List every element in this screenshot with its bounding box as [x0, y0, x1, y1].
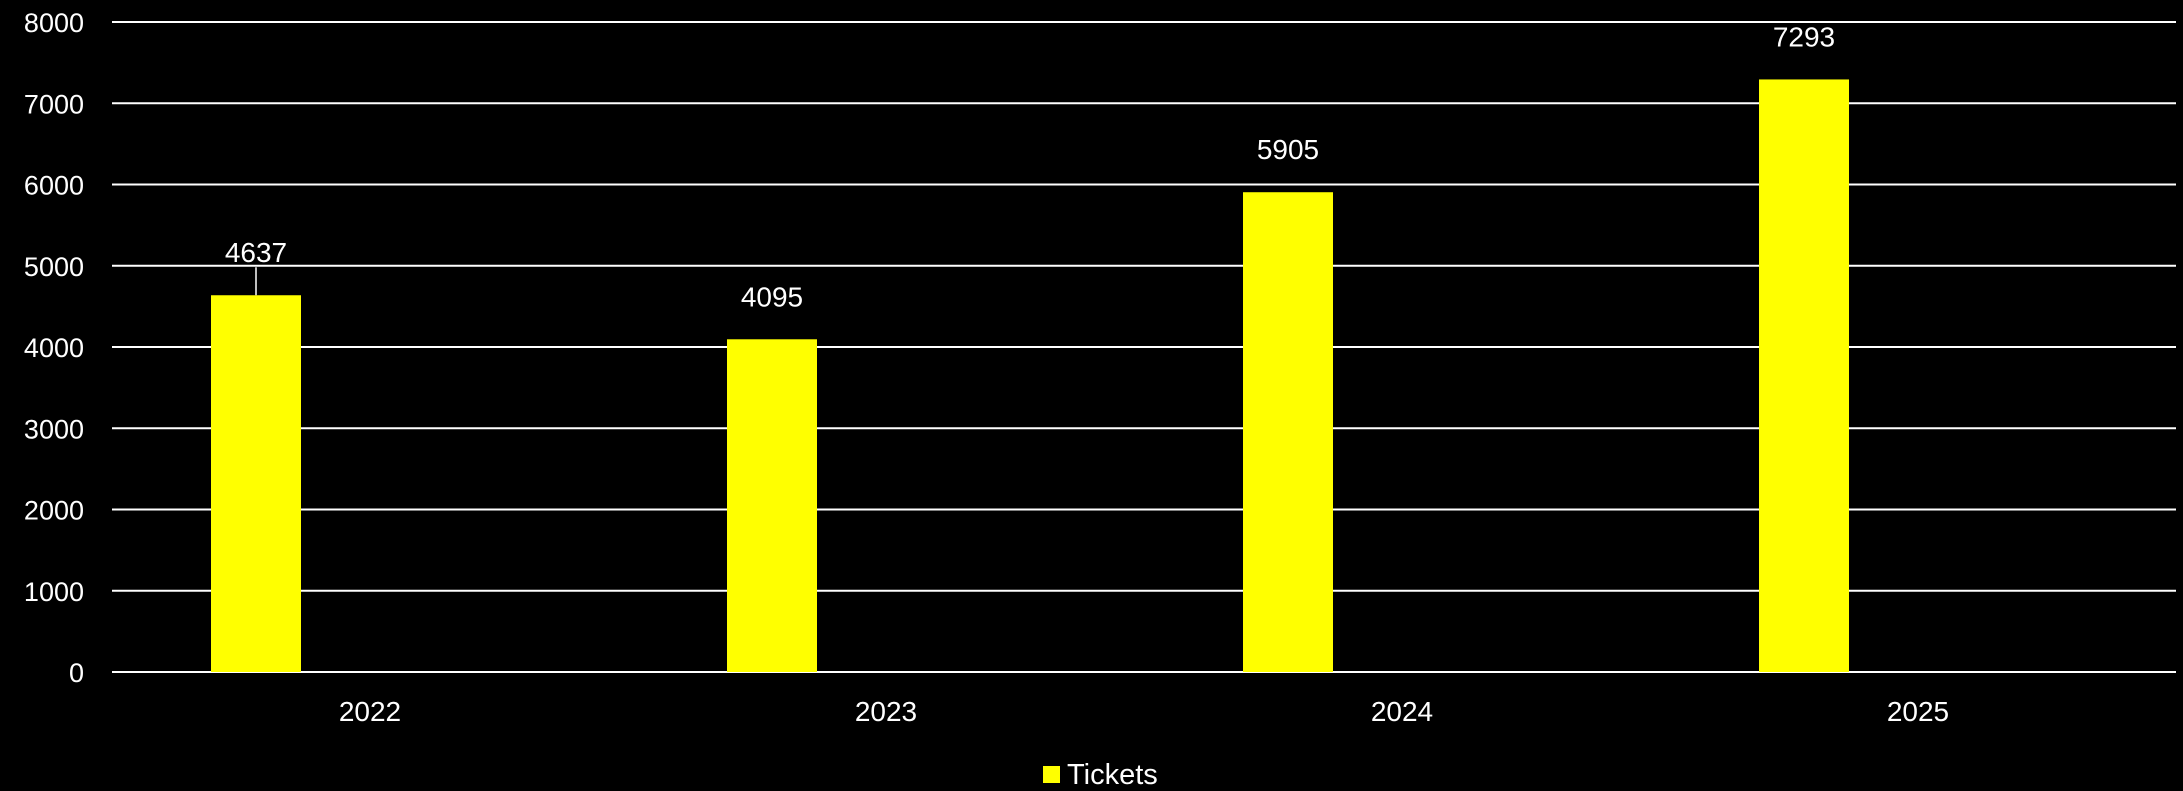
bar-2022 [211, 295, 301, 672]
data-label-2023: 4095 [741, 281, 803, 312]
y-tick-label: 6000 [24, 171, 84, 201]
legend-swatch-tickets [1043, 766, 1060, 783]
y-tick-label: 2000 [24, 496, 84, 526]
x-tick-label-2025: 2025 [1887, 696, 1949, 727]
y-tick-label: 5000 [24, 252, 84, 282]
data-labels: 4637 4095 5905 7293 [225, 21, 1835, 312]
bar-2024 [1243, 192, 1333, 672]
y-tick-label: 8000 [24, 8, 84, 38]
legend-label-tickets: Tickets [1067, 759, 1158, 791]
bar-2025 [1759, 79, 1849, 673]
y-tick-label: 0 [69, 658, 84, 688]
y-tick-label: 4000 [24, 333, 84, 363]
data-label-2022: 4637 [225, 237, 287, 268]
data-label-2025: 7293 [1773, 21, 1835, 52]
legend: Tickets [1043, 759, 1158, 791]
x-axis-ticks: 2022 2023 2024 2025 [339, 696, 1949, 727]
bars [211, 79, 1849, 673]
gridlines [112, 21, 2176, 673]
data-label-2024: 5905 [1257, 134, 1319, 165]
bar-2023 [727, 339, 817, 672]
y-tick-label: 3000 [24, 414, 84, 444]
x-tick-label-2022: 2022 [339, 696, 401, 727]
x-tick-label-2023: 2023 [855, 696, 917, 727]
y-tick-label: 7000 [24, 89, 84, 119]
x-tick-label-2024: 2024 [1371, 696, 1433, 727]
y-axis-ticks: 0 1000 2000 3000 4000 5000 6000 7000 8000 [24, 8, 84, 688]
y-tick-label: 1000 [24, 577, 84, 607]
